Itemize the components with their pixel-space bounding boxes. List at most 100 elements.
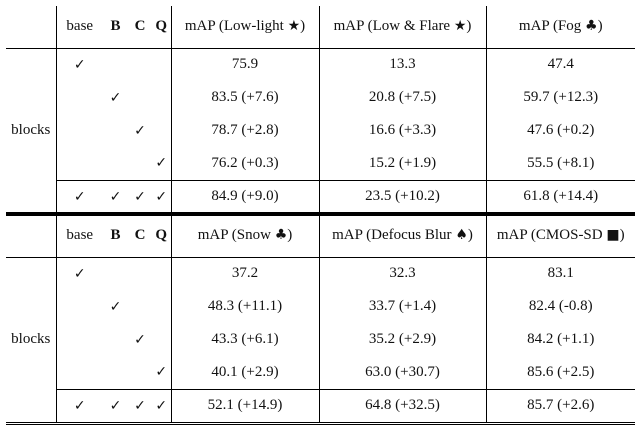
cell-value: 76.2 (+0.3): [171, 147, 320, 180]
header-b: B: [110, 18, 121, 35]
header-map-low-light: mAP (Low-light ★): [171, 6, 320, 48]
header-tail: ): [597, 18, 603, 35]
cell-value: 40.1 (+2.9): [171, 356, 320, 389]
cell-value: 85.7 (+2.6): [486, 388, 635, 422]
cell-value: 20.8 (+7.5): [319, 81, 487, 114]
header-map-cmos-sd: mAP (CMOS-SD ■): [486, 215, 635, 257]
row-label-header-cell: [6, 215, 57, 257]
cell-value: 61.8 (+14.4): [486, 179, 635, 213]
ablation-table-2: base B C Q mAP (Snow ♣) mAP (Defocus Blu…: [6, 212, 635, 425]
cell-value: 75.9: [171, 47, 320, 81]
cell-value: 64.8 (+32.5): [319, 388, 487, 422]
cell-b: [103, 356, 128, 389]
header-text: mAP (Low-light: [184, 18, 284, 35]
table-2-top-rule: [6, 212, 635, 215]
cell-value: 35.2 (+2.9): [319, 323, 487, 356]
header-base: base: [66, 18, 94, 35]
header-tail: ): [466, 18, 472, 35]
row-label-blocks: blocks: [6, 256, 57, 422]
cell-value: 47.4: [486, 47, 635, 81]
cell-c: [128, 81, 152, 114]
cell-value: 78.7 (+2.8): [171, 114, 320, 147]
cell-q: [152, 290, 172, 323]
header-c: C: [134, 18, 146, 35]
header-base: base: [66, 227, 94, 244]
header-map-fog: mAP (Fog ♣): [486, 6, 635, 48]
club-icon: ♣: [274, 227, 288, 244]
square-icon: ■: [606, 227, 620, 244]
cell-b: ✓: [109, 298, 122, 315]
header-b: B: [110, 227, 121, 244]
cell-q: [152, 256, 172, 290]
header-tail: ): [619, 227, 625, 244]
header-text: mAP (Snow: [197, 227, 271, 244]
cell-c: [128, 356, 152, 389]
cell-value: 82.4 (-0.8): [528, 298, 593, 314]
header-text: mAP (Low & Flare: [333, 18, 451, 35]
row-label-blocks: blocks: [6, 47, 57, 213]
ablation-table-1: base B C Q mAP (Low-light ★) mAP (Low & …: [6, 6, 635, 216]
header-map-defocus-blur: mAP (Defocus Blur ♠): [319, 215, 487, 257]
header-map-snow: mAP (Snow ♣): [171, 215, 320, 257]
cell-value: 32.3: [319, 256, 487, 290]
row-label-header-cell: [6, 6, 57, 48]
header-tail: ): [300, 18, 306, 35]
cell-base: [56, 81, 103, 114]
header-text: mAP (Defocus Blur: [332, 227, 452, 244]
cell-b: ✓: [109, 89, 122, 106]
cell-base: [56, 114, 103, 147]
header-q: Q: [152, 6, 172, 48]
cell-q: ✓: [152, 388, 172, 422]
cell-c: ✓: [128, 388, 152, 422]
cell-c: [128, 47, 152, 81]
cell-c: [128, 256, 152, 290]
table-2-grid: base B C Q mAP (Snow ♣) mAP (Defocus Blu…: [6, 215, 635, 422]
cell-value: 48.3 (+11.1): [171, 290, 320, 323]
cell-value: 23.5 (+10.2): [319, 179, 487, 213]
cell-c: [128, 290, 152, 323]
header-tail: ): [287, 227, 293, 244]
cell-value: 59.7 (+12.3): [523, 89, 599, 105]
cell-value: 43.3 (+6.1): [171, 323, 320, 356]
cell-base: [56, 356, 103, 389]
cell-value: 63.0 (+30.7): [319, 356, 487, 389]
cell-value: 84.2 (+1.1): [527, 331, 595, 347]
cell-base: ✓: [56, 179, 103, 213]
cell-base: ✓: [56, 47, 103, 81]
cell-c: ✓: [134, 122, 146, 139]
cell-value: 83.1: [486, 256, 635, 290]
cell-base: [56, 323, 103, 356]
cell-q: ✓: [152, 356, 172, 389]
cell-c: ✓: [134, 331, 146, 348]
cell-q: ✓: [152, 147, 172, 180]
header-q: Q: [152, 215, 172, 257]
cell-value: 84.9 (+9.0): [171, 179, 320, 213]
star-icon: ★: [287, 18, 301, 35]
spade-icon: ♠: [455, 227, 468, 244]
header-text: mAP (CMOS-SD: [496, 227, 603, 244]
cell-q: [152, 47, 172, 81]
cell-b: [103, 114, 128, 147]
cell-b: [103, 47, 128, 81]
header-tail: ): [467, 227, 473, 244]
cell-base: ✓: [56, 388, 103, 422]
cell-value: 16.6 (+3.3): [319, 114, 487, 147]
cell-value: 15.2 (+1.9): [319, 147, 487, 180]
cell-b: [103, 147, 128, 180]
cell-base: [56, 290, 103, 323]
cell-value: 47.6 (+0.2): [527, 122, 595, 138]
cell-q: [152, 114, 172, 147]
club-icon: ♣: [585, 18, 598, 35]
cell-value: 55.5 (+8.1): [527, 154, 595, 171]
cell-q: [152, 323, 172, 356]
cell-b: [103, 256, 128, 290]
table-1-grid: base B C Q mAP (Low-light ★) mAP (Low & …: [6, 6, 635, 213]
cell-value: 85.6 (+2.5): [527, 363, 595, 380]
star-icon: ★: [453, 18, 467, 35]
header-text: mAP (Fog: [518, 18, 582, 35]
cell-b: ✓: [103, 388, 128, 422]
cell-b: [103, 323, 128, 356]
cell-c: ✓: [128, 179, 152, 213]
cell-value: 13.3: [319, 47, 487, 81]
cell-b: ✓: [103, 179, 128, 213]
